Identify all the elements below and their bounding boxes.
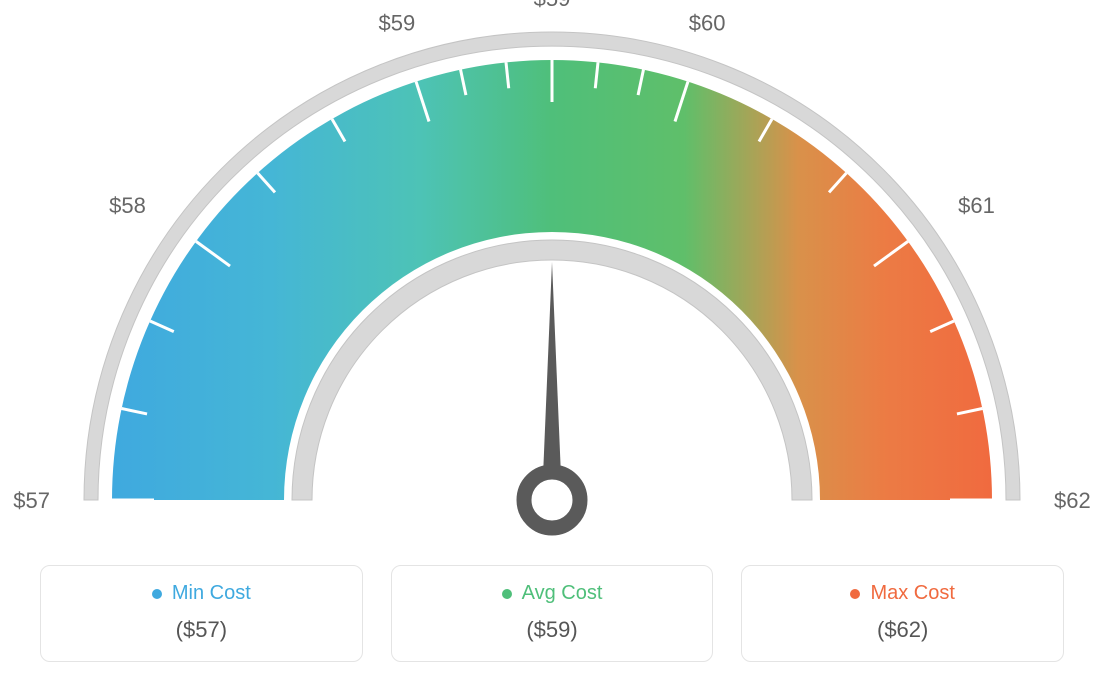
legend-dot-min [152,589,162,599]
legend-title-max: Max Cost [850,582,954,605]
legend-value-max: ($62) [760,617,1045,643]
legend-label-max: Max Cost [870,582,954,605]
legend-card-avg: Avg Cost ($59) [391,565,714,662]
gauge-tick-label: $57 [13,488,50,513]
legend-value-min: ($57) [59,617,344,643]
gauge-needle [542,262,562,500]
gauge-tick-label: $62 [1054,488,1091,513]
legend-label-avg: Avg Cost [522,582,603,605]
legend-card-min: Min Cost ($57) [40,565,363,662]
gauge-tick-label: $60 [689,11,726,36]
gauge-tick-label: $59 [379,11,416,36]
gauge-needle-hub [524,472,580,528]
legend-dot-max [850,589,860,599]
legend-row: Min Cost ($57) Avg Cost ($59) Max Cost (… [40,565,1064,662]
gauge-tick-label: $59 [534,0,571,11]
legend-card-max: Max Cost ($62) [741,565,1064,662]
legend-title-min: Min Cost [152,582,251,605]
gauge-tick-label: $58 [109,193,146,218]
gauge-chart-container: $57 $58 $59 $59 $60 $61 $62 Min Cost ($57) Avg… [0,0,1104,690]
gauge-tick-label: $61 [958,193,995,218]
legend-dot-avg [502,589,512,599]
legend-title-avg: Avg Cost [502,582,603,605]
legend-label-min: Min Cost [172,582,251,605]
legend-value-avg: ($59) [410,617,695,643]
